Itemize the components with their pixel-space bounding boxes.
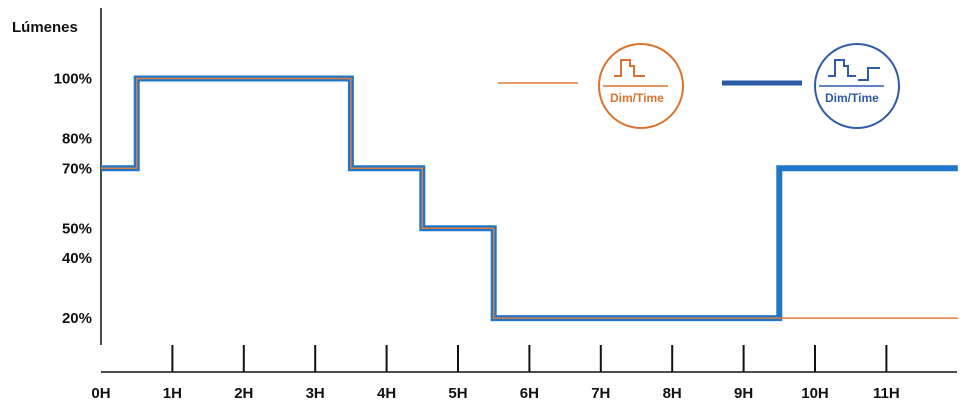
x-ticks: 0H 1H 2H 3H 4H 5H 6H 7H 8H 9H 10H 11H [91, 345, 900, 402]
x-tick-label: 1H [163, 385, 182, 402]
x-tick-label: 5H [448, 385, 467, 402]
legend-badge-blue: Dim/Time [825, 91, 879, 105]
y-tick-labels: 20% 40% 50% 70% 80% 100% [54, 71, 92, 328]
legend: Dim/Time Dim/Time [498, 43, 900, 129]
x-tick-label: 2H [234, 385, 253, 402]
x-tick-label: 4H [377, 385, 396, 402]
x-tick-label: 3H [306, 385, 325, 402]
y-tick-label: 80% [62, 130, 92, 147]
x-tick-label: 0H [91, 385, 110, 402]
y-tick-label: 50% [62, 220, 92, 237]
x-tick-label: 7H [591, 385, 610, 402]
x-tick-label: 10H [801, 385, 829, 402]
x-tick-label: 11H [873, 385, 900, 402]
x-tick-label: 9H [734, 385, 753, 402]
dim-time-blue-icon: Dim/Time [814, 43, 900, 129]
dim-time-orange-icon: Dim/Time [598, 43, 684, 129]
y-tick-label: 70% [62, 160, 92, 177]
y-tick-label: 40% [62, 250, 92, 267]
series-line-blue [101, 75, 958, 322]
legend-badge-orange: Dim/Time [610, 91, 664, 105]
y-tick-label: 20% [62, 310, 92, 327]
y-tick-label: 100% [54, 71, 92, 88]
series-line-orange [101, 77, 958, 319]
x-tick-label: 6H [520, 385, 539, 402]
series-layer [101, 75, 958, 322]
y-axis-label: Lúmenes [12, 19, 78, 36]
x-tick-label: 8H [663, 385, 682, 402]
